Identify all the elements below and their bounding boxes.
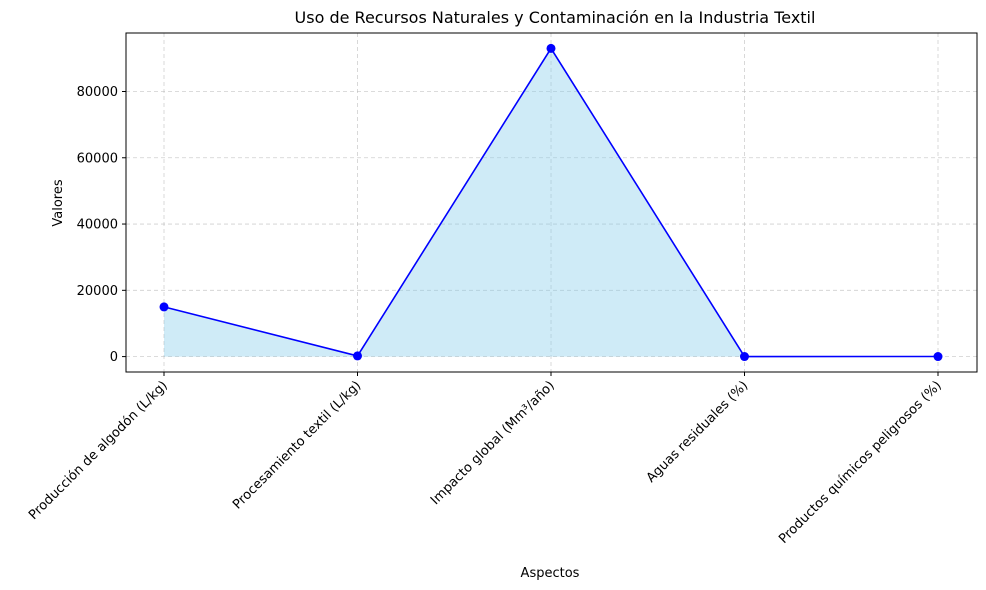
y-tick-label: 40000 [77, 218, 118, 233]
x-tick-label: Producción de algodón (L/kg) [26, 378, 171, 523]
data-point [353, 351, 362, 361]
series-area-fill [164, 48, 938, 357]
x-axis: Producción de algodón (L/kg) Procesamient… [26, 372, 945, 547]
y-axis-label: Valores [51, 179, 66, 226]
data-point [546, 43, 556, 53]
x-tick-label: Productos químicos peligrosos (%) [776, 378, 945, 547]
y-tick-label: 60000 [77, 151, 118, 166]
x-tick-label: Impacto global (Mm³/año) [428, 378, 558, 508]
grid-layer [126, 33, 977, 372]
x-tick-label: Aguas residuales (%) [644, 378, 752, 486]
chart-title: Uso de Recursos Naturales y Contaminació… [295, 8, 816, 27]
x-axis-label: Aspectos [521, 566, 580, 581]
area-layer [164, 48, 938, 357]
y-axis: 0 20000 40000 60000 80000 [77, 85, 126, 365]
point-layer [159, 43, 943, 362]
y-tick-label: 0 [110, 350, 118, 365]
y-tick-label: 80000 [77, 85, 118, 100]
data-point [159, 302, 169, 312]
data-point [933, 352, 943, 362]
data-point [740, 352, 749, 362]
x-tick-label: Procesamiento textil (L/kg) [230, 378, 364, 512]
y-tick-label: 20000 [77, 284, 118, 299]
